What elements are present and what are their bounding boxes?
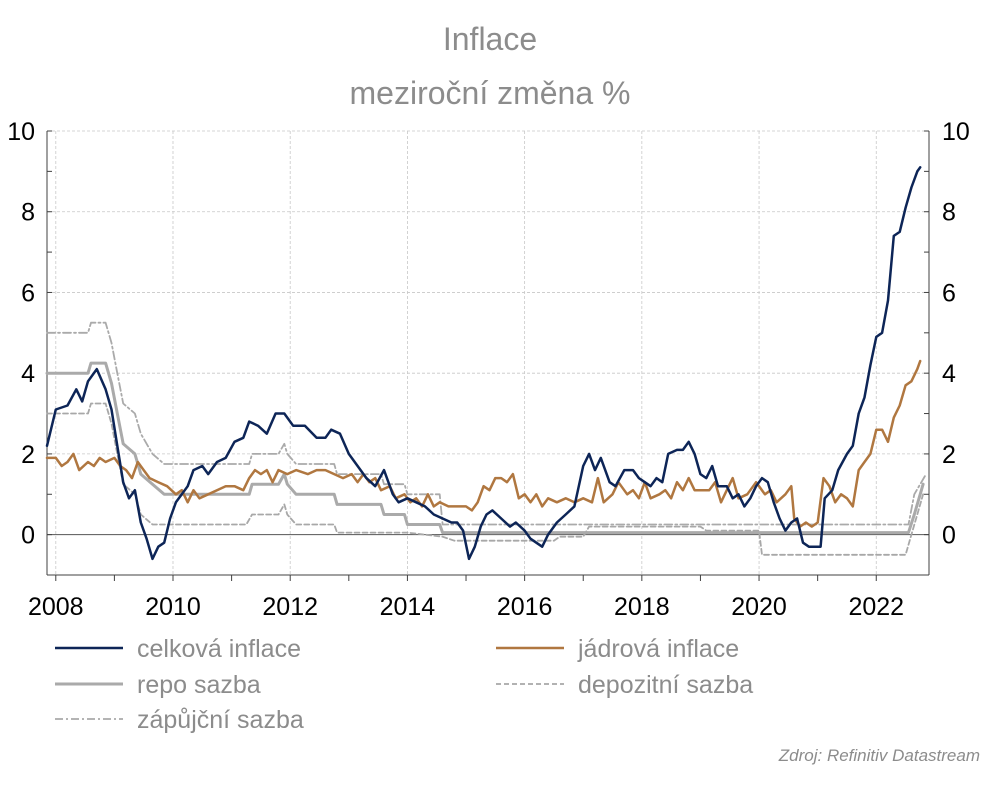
y-tick-label-left: 4 [21,360,35,388]
x-tick-label: 2020 [731,593,787,621]
legend-label-3: depozitní sazba [578,671,753,699]
x-tick-label: 2014 [380,593,436,621]
y-tick-label-right: 2 [942,441,956,469]
legend-label-4: zápůjční sazba [137,706,304,734]
series-line-4 [46,321,927,526]
chart-subtitle: meziroční změna % [350,75,631,111]
x-tick-label: 2022 [848,593,904,621]
y-tick-label-left: 6 [21,279,35,307]
legend-label-2: repo sazba [137,671,261,699]
legend: celková inflace jádrová inflace repo sazba… [55,635,753,734]
source-note: Zdroj: Refinitiv Datastream [778,746,980,765]
x-tick-label: 2012 [262,593,318,621]
legend-label-0: celková inflace [137,635,301,663]
y-tick-label-left: 2 [21,441,35,469]
y-tick-label-left: 0 [21,522,35,550]
y-tick-label-right: 0 [942,522,956,550]
chart-title: Inflace [443,21,537,57]
y-tick-label-right: 8 [942,199,956,227]
axis-tick-labels: 0 0 2 2 4 4 6 6 8 8 10 10 2008 2010 2012 2014 2016 2018 20… [7,118,970,621]
x-tick-label: 2018 [614,593,670,621]
series-line-1 [45,359,922,528]
x-tick-label: 2010 [145,593,201,621]
y-tick-label-left: 8 [21,199,35,227]
plot-area [45,130,930,581]
y-tick-label-right: 4 [942,360,956,388]
x-tick-label: 2016 [497,593,553,621]
series-line-0 [45,166,922,561]
legend-label-1: jádrová inflace [577,635,739,663]
x-tick-label: 2008 [28,593,84,621]
y-tick-label-right: 10 [942,118,970,146]
y-tick-label-left: 10 [7,118,35,146]
series-line-2 [45,361,925,535]
y-tick-label-right: 6 [942,279,956,307]
